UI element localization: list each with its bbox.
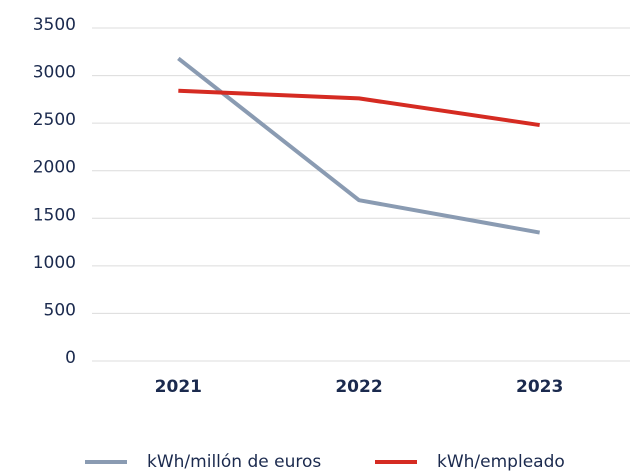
legend-label: kWh/millón de euros — [147, 452, 321, 472]
x-tick-label: 2021 — [155, 377, 202, 397]
y-tick-label: 1000 — [33, 253, 76, 273]
x-tick-label: 2022 — [335, 377, 382, 397]
x-tick-label: 2023 — [516, 377, 563, 397]
y-tick-label: 1500 — [33, 205, 76, 225]
y-tick-label: 0 — [65, 348, 76, 368]
line-series — [178, 88, 540, 128]
y-tick-label: 2000 — [33, 158, 76, 178]
y-tick-label: 2500 — [33, 110, 76, 130]
line-series — [177, 56, 541, 235]
y-tick-label: 500 — [44, 300, 76, 320]
legend-label: kWh/empleado — [437, 452, 565, 472]
y-tick-label: 3500 — [33, 15, 76, 35]
y-tick-label: 3000 — [33, 63, 76, 83]
